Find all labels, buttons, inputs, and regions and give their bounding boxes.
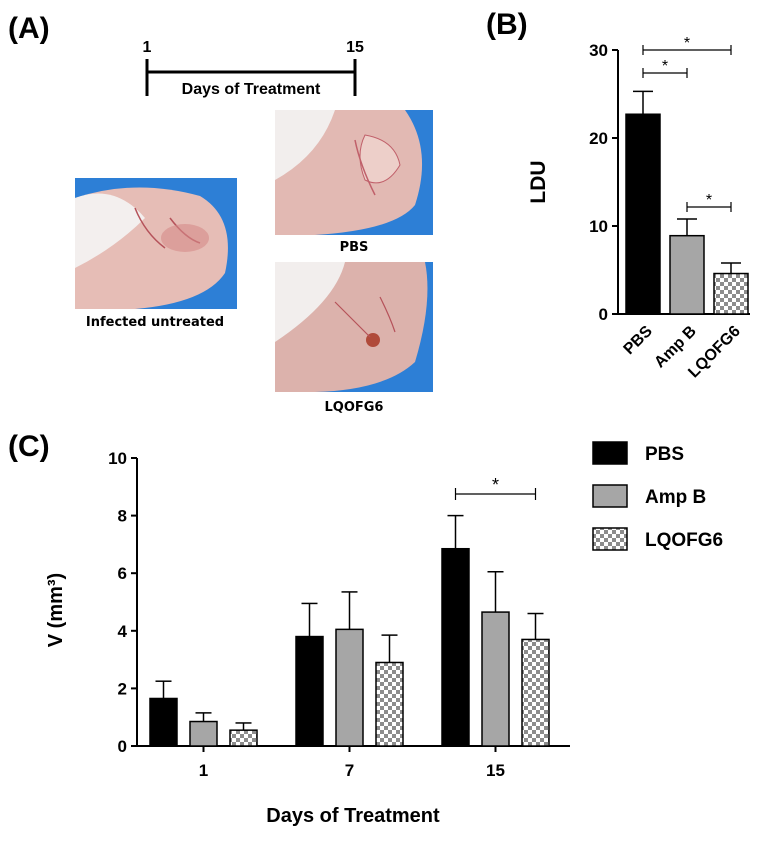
y-tick-label: 20	[589, 129, 608, 148]
significance-label: *	[684, 35, 690, 52]
y-tick-label: 2	[118, 679, 127, 698]
x-tick-label: 15	[486, 761, 505, 780]
legend-label: Amp B	[645, 487, 706, 508]
bar-amp-b	[669, 234, 705, 315]
bar-pbs-day-7	[295, 635, 324, 747]
timeline-end-label: 15	[346, 39, 364, 56]
bar-lqofg6-day-7	[375, 661, 404, 747]
panel-a-label: (A)	[8, 12, 50, 45]
y-tick-label: 0	[118, 737, 127, 756]
y-tick-label: 10	[589, 217, 608, 236]
panel-b-label: (B)	[486, 8, 528, 41]
caption-infected-untreated: Infected untreated	[85, 315, 225, 330]
significance-label: *	[492, 475, 499, 495]
bar-pbs-day-1	[149, 697, 178, 747]
x-tick-label: PBS	[621, 323, 657, 359]
bar-amp-b-day-15	[481, 611, 510, 747]
photo-infected-untreated	[75, 178, 237, 309]
treatment-timeline: 1 15 Days of Treatment	[143, 39, 364, 98]
timeline-axis-label: Days of Treatment	[182, 81, 321, 98]
y-tick-label: 0	[599, 305, 608, 324]
bar-amp-b-day-7	[335, 628, 364, 747]
caption-pbs: PBS	[339, 240, 369, 255]
y-tick-label: 10	[108, 449, 127, 468]
timeline-start-label: 1	[143, 39, 152, 56]
photo-pbs	[275, 110, 433, 235]
legend-label: LQOFG6	[645, 530, 723, 551]
y-axis-title: V (mm³)	[45, 573, 67, 647]
photo-lqofg6	[275, 262, 433, 392]
x-tick-label: 7	[345, 761, 354, 780]
panel-c-label: (C)	[8, 430, 50, 463]
y-tick-label: 6	[118, 564, 127, 583]
bar-lqofg6-day-15	[521, 638, 550, 747]
chart-c-volume: 0 2 4 6 8 10 V (mm³) Days of Treatment 1 7 15 * PBS A…	[45, 441, 723, 827]
legend-swatch	[592, 484, 628, 508]
y-tick-label: 4	[118, 622, 128, 641]
bar-pbs	[625, 113, 661, 315]
y-axis-title: LDU	[527, 160, 550, 203]
legend-swatch	[592, 527, 628, 551]
legend-swatch	[592, 441, 628, 465]
x-tick-label: 1	[199, 761, 208, 780]
bar-lqofg6-day-1	[229, 729, 258, 747]
bar-pbs-day-15	[441, 547, 470, 747]
y-tick-label: 30	[589, 41, 608, 60]
bar-amp-b-day-1	[189, 720, 218, 747]
y-tick-label: 8	[118, 507, 127, 526]
caption-lqofg6: LQOFG6	[324, 400, 384, 415]
x-axis-title: Days of Treatment	[266, 805, 440, 827]
significance-label: *	[706, 192, 712, 209]
significance-label: *	[662, 58, 668, 75]
legend-label: PBS	[645, 444, 684, 465]
bar-lqofg6	[713, 272, 749, 315]
